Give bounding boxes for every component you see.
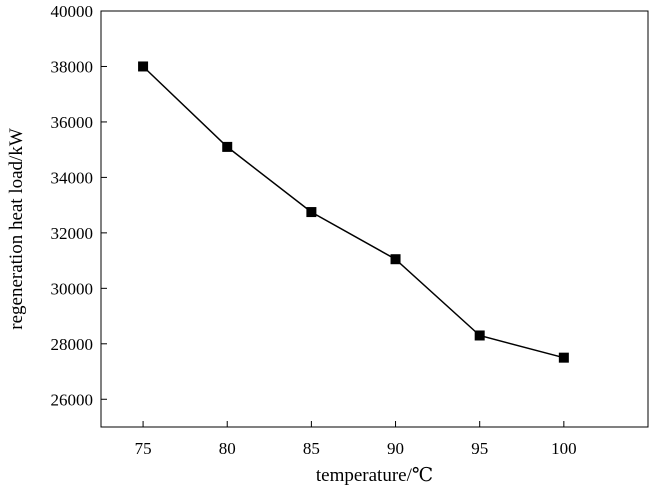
y-tick-label: 28000: [51, 335, 94, 354]
data-point-marker: [306, 207, 317, 218]
plot-frame-rect: [100, 10, 649, 428]
y-tick-label: 38000: [51, 57, 94, 76]
data-point-marker: [390, 254, 401, 265]
x-tick-label: 100: [551, 439, 577, 458]
x-tick-label: 90: [387, 439, 404, 458]
y-tick-label: 40000: [51, 2, 94, 21]
x-tick-label: 95: [471, 439, 488, 458]
x-tick-label: 80: [219, 439, 236, 458]
data-point-marker: [138, 61, 149, 72]
y-axis-title: regeneration heat load/kW: [6, 128, 27, 330]
data-point-marker: [474, 330, 485, 341]
data-point-marker: [222, 141, 233, 152]
series-line: [142, 65, 564, 359]
x-axis-title: temperature/℃: [316, 465, 433, 486]
plot-frame: [100, 10, 649, 428]
y-tick-label: 30000: [51, 279, 94, 298]
x-axis: 75 80 85 90 95 100: [135, 421, 577, 458]
y-tick-label: 34000: [51, 168, 94, 187]
data-point-marker: [558, 352, 569, 363]
series-line-group: [138, 61, 569, 363]
y-axis: 26000 28000 30000 32000 34000 36000 38000 40000: [51, 2, 107, 409]
x-tick-label: 75: [135, 439, 152, 458]
x-tick-label: 85: [303, 439, 320, 458]
y-tick-label: 26000: [51, 390, 94, 409]
y-tick-label: 32000: [51, 224, 94, 243]
y-tick-label: 36000: [51, 113, 94, 132]
